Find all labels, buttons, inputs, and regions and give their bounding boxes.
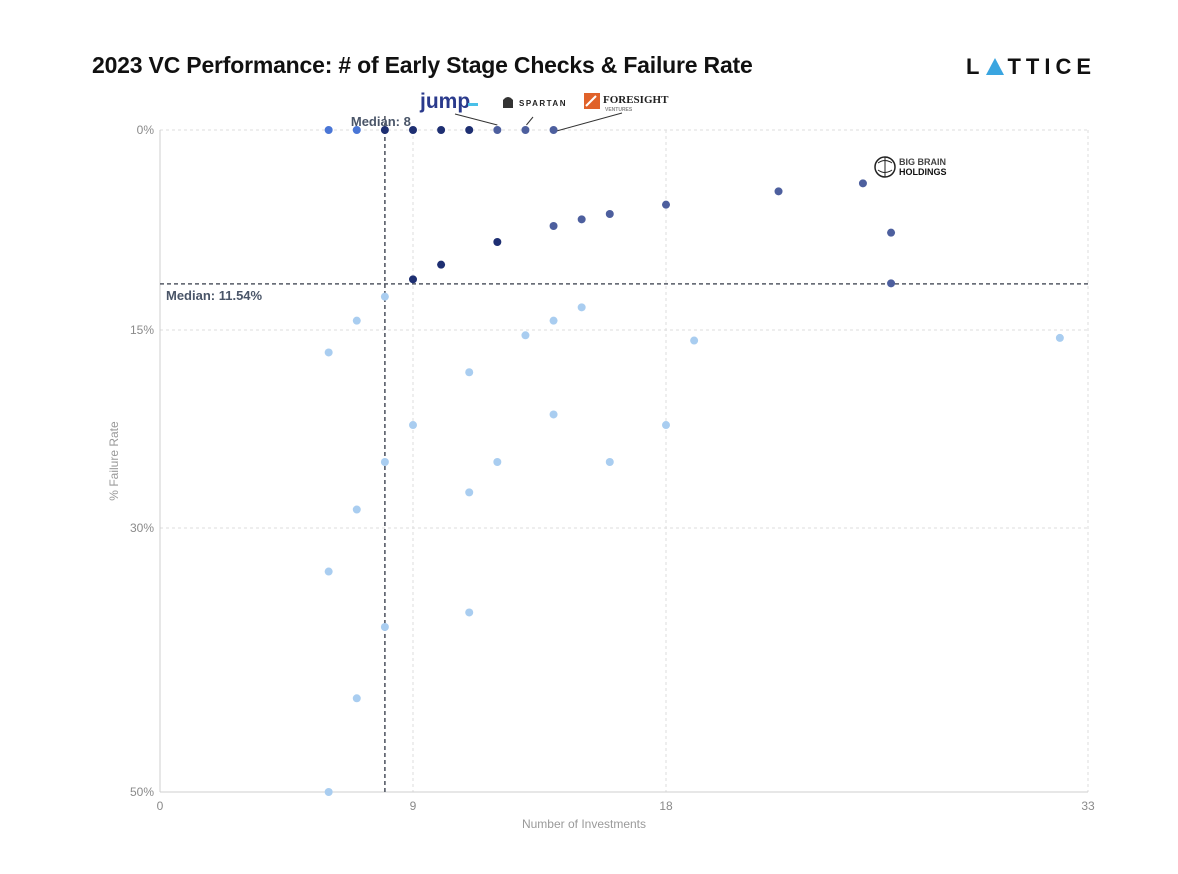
y-tick-label: 15%	[130, 323, 154, 337]
data-point	[1055, 333, 1064, 342]
data-point	[887, 228, 896, 237]
data-point	[324, 126, 333, 134]
x-axis-title: Number of Investments	[522, 817, 646, 831]
foresight-leader-line	[556, 112, 623, 132]
data-point	[409, 421, 417, 430]
y-tick-label: 50%	[130, 785, 154, 799]
triangle-icon	[986, 58, 1005, 75]
data-point	[352, 505, 361, 514]
brand-prefix: L	[966, 54, 985, 79]
data-point	[380, 126, 389, 134]
data-point	[437, 126, 446, 134]
data-point	[352, 126, 361, 134]
data-point	[465, 368, 474, 377]
data-point	[409, 275, 417, 284]
chart-title: 2023 VC Performance: # of Early Stage Ch…	[92, 52, 753, 78]
data-point	[662, 421, 670, 430]
y-axis-title: % Failure Rate	[107, 421, 121, 501]
data-point	[324, 788, 333, 796]
data-point	[858, 179, 867, 188]
data-point	[549, 316, 558, 325]
data-point	[521, 331, 530, 340]
data-point	[465, 126, 474, 134]
x-tick-label: 0	[157, 799, 164, 813]
data-point	[662, 200, 670, 209]
data-point	[549, 126, 558, 134]
data-point	[605, 210, 614, 218]
data-point	[465, 608, 474, 617]
foresight-subtext: VENTURES	[605, 107, 633, 113]
data-point	[577, 215, 586, 224]
jump-leader-line	[454, 113, 498, 126]
x-tick-label: 9	[410, 799, 417, 813]
data-point	[493, 458, 502, 466]
data-point	[380, 623, 389, 631]
data-point	[352, 694, 361, 703]
big-brain-subtext: HOLDINGS	[899, 167, 947, 177]
spartan-helmet-icon	[503, 97, 513, 108]
foresight-logo: FORESIGHT	[603, 94, 669, 106]
x-tick-label: 33	[1081, 799, 1095, 813]
data-point	[409, 126, 417, 134]
brain-folds-icon	[877, 157, 893, 177]
y-tick-label: 30%	[130, 521, 154, 535]
data-point	[324, 348, 333, 357]
foresight-stroke-icon	[585, 95, 597, 107]
data-point	[493, 126, 502, 134]
data-point	[352, 316, 361, 325]
data-point	[549, 410, 558, 419]
spartan-leader-line	[526, 116, 534, 126]
data-point	[380, 458, 389, 466]
data-point	[465, 488, 474, 497]
data-point	[887, 279, 896, 288]
data-point	[577, 303, 586, 312]
x-tick-label: 18	[659, 799, 673, 813]
data-point	[493, 238, 502, 246]
jump-underscore-icon	[468, 103, 478, 106]
data-point	[605, 458, 614, 466]
median-y-label: Median: 11.54%	[166, 288, 263, 303]
y-tick-label: 0%	[137, 123, 155, 137]
data-point	[437, 260, 446, 269]
big-brain-logo: BIG BRAIN	[899, 157, 946, 167]
data-point	[380, 292, 389, 301]
data-point	[324, 567, 333, 576]
median-x-label: Median: 8	[351, 114, 411, 129]
data-point	[774, 187, 783, 196]
data-point	[521, 126, 530, 134]
spartan-logo: SPARTAN	[519, 99, 567, 108]
lattice-logo: L TTICE	[966, 54, 1096, 80]
jump-logo: jump	[419, 90, 470, 113]
data-point	[690, 336, 699, 345]
data-point	[549, 222, 558, 230]
brand-suffix: TTICE	[1007, 54, 1097, 79]
